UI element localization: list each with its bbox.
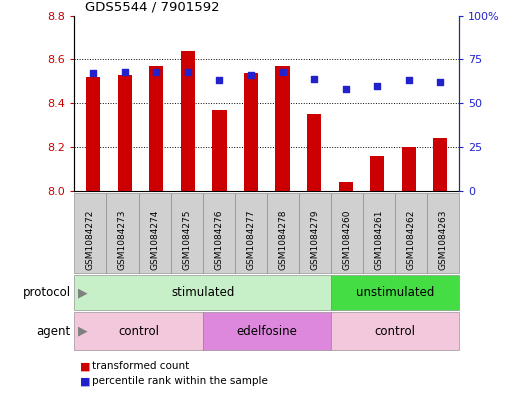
Bar xyxy=(307,114,321,191)
Bar xyxy=(212,110,227,191)
Point xyxy=(342,86,350,92)
Text: percentile rank within the sample: percentile rank within the sample xyxy=(92,376,268,386)
Point xyxy=(436,79,444,85)
Bar xyxy=(244,73,258,191)
Bar xyxy=(86,77,101,191)
Point xyxy=(184,68,192,75)
Bar xyxy=(149,66,164,191)
Text: GSM1084275: GSM1084275 xyxy=(182,209,191,270)
Text: GSM1084274: GSM1084274 xyxy=(150,209,159,270)
Point xyxy=(121,68,129,75)
Text: edelfosine: edelfosine xyxy=(236,325,297,338)
Bar xyxy=(118,75,132,191)
Point xyxy=(405,77,413,84)
Bar xyxy=(370,156,384,191)
Text: GSM1084273: GSM1084273 xyxy=(118,209,127,270)
Text: stimulated: stimulated xyxy=(171,286,234,299)
Text: control: control xyxy=(374,325,416,338)
Bar xyxy=(275,66,290,191)
Text: ■: ■ xyxy=(80,376,90,386)
Text: GSM1084272: GSM1084272 xyxy=(86,209,95,270)
Text: agent: agent xyxy=(36,325,71,338)
Bar xyxy=(181,51,195,191)
Text: transformed count: transformed count xyxy=(92,361,190,371)
Text: GDS5544 / 7901592: GDS5544 / 7901592 xyxy=(85,1,219,14)
Point xyxy=(247,72,255,78)
Text: ▶: ▶ xyxy=(78,286,88,299)
Bar xyxy=(433,138,447,191)
Text: GSM1084263: GSM1084263 xyxy=(439,209,448,270)
Text: GSM1084277: GSM1084277 xyxy=(246,209,255,270)
Point xyxy=(215,77,224,84)
Bar xyxy=(402,147,416,191)
Text: GSM1084260: GSM1084260 xyxy=(342,209,351,270)
Text: GSM1084262: GSM1084262 xyxy=(406,209,416,270)
Text: protocol: protocol xyxy=(23,286,71,299)
Point xyxy=(89,70,97,77)
Text: control: control xyxy=(118,325,159,338)
Text: ■: ■ xyxy=(80,361,90,371)
Text: GSM1084276: GSM1084276 xyxy=(214,209,223,270)
Bar xyxy=(339,182,353,191)
Text: GSM1084261: GSM1084261 xyxy=(374,209,384,270)
Text: ▶: ▶ xyxy=(78,325,88,338)
Text: GSM1084279: GSM1084279 xyxy=(310,209,320,270)
Point xyxy=(310,75,318,82)
Text: GSM1084278: GSM1084278 xyxy=(278,209,287,270)
Point xyxy=(279,68,287,75)
Point xyxy=(373,83,381,89)
Text: unstimulated: unstimulated xyxy=(356,286,434,299)
Point xyxy=(152,68,161,75)
